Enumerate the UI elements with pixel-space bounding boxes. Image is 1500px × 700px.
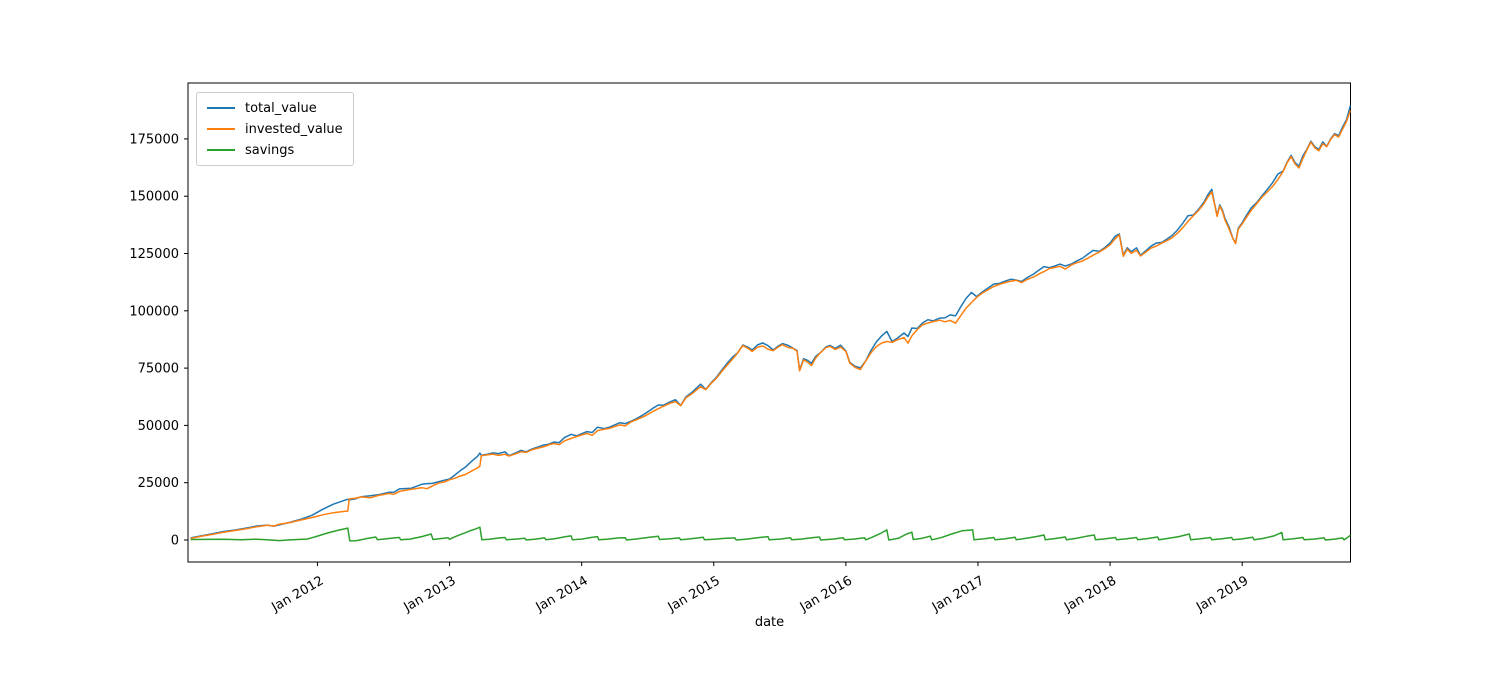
legend-label-total-value: total_value — [245, 100, 317, 116]
plot-area — [187, 82, 1351, 563]
series-line-savings — [190, 526, 1351, 542]
y-tick-label: 0 — [171, 533, 179, 548]
legend-entry-total-value: total_value — [207, 100, 343, 116]
total-value-line-swatch — [207, 107, 235, 109]
legend-label-invested-value: invested_value — [245, 121, 343, 137]
series-line-total_value — [190, 105, 1351, 539]
y-tick-label: 25000 — [138, 476, 179, 491]
legend-entry-invested-value: invested_value — [207, 121, 343, 137]
series-line-invested_value — [190, 109, 1351, 540]
legend: total_value invested_value savings — [196, 92, 354, 166]
y-tick-label: 100000 — [129, 304, 179, 319]
x-axis-title: date — [754, 615, 785, 630]
legend-entry-savings: savings — [207, 142, 343, 158]
y-tick-label: 175000 — [129, 132, 179, 147]
legend-label-savings: savings — [245, 142, 295, 158]
savings-line-swatch — [207, 149, 235, 151]
y-tick-label: 50000 — [138, 419, 179, 434]
y-tick-label: 125000 — [129, 247, 179, 262]
y-tick-label: 75000 — [138, 362, 179, 377]
y-tick-label: 150000 — [129, 190, 179, 205]
invested-value-line-swatch — [207, 128, 235, 130]
